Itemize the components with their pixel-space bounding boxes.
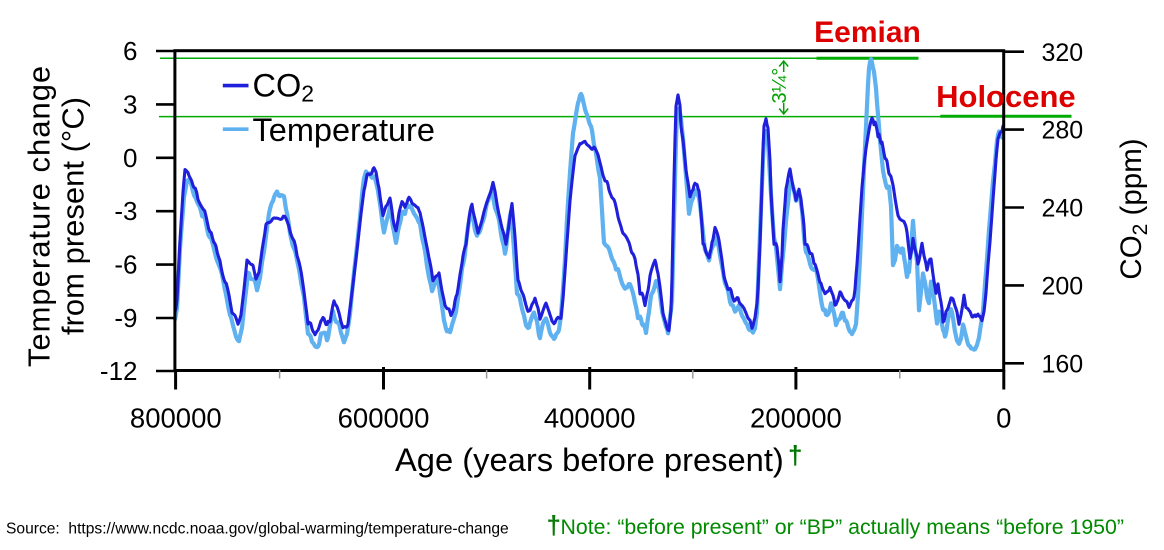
svg-text:-9: -9 bbox=[114, 303, 137, 333]
svg-text:200000: 200000 bbox=[750, 403, 842, 434]
svg-text:160: 160 bbox=[1042, 350, 1084, 378]
svg-text:3: 3 bbox=[123, 89, 137, 119]
svg-text:Source: https://www.ncdc.noaa: Source: https://www.ncdc.noaa.gov/global… bbox=[6, 521, 509, 538]
svg-text:Holocene: Holocene bbox=[936, 79, 1076, 114]
svg-text:240: 240 bbox=[1042, 195, 1084, 223]
svg-text:-12: -12 bbox=[100, 356, 138, 386]
svg-text:280: 280 bbox=[1042, 117, 1084, 145]
svg-text:800000: 800000 bbox=[130, 403, 222, 434]
svg-text:†: † bbox=[547, 510, 561, 540]
svg-text:Eemian: Eemian bbox=[814, 16, 921, 49]
svg-text:Temperature: Temperature bbox=[253, 112, 435, 148]
svg-text:Age (years before present): Age (years before present) bbox=[395, 441, 784, 478]
svg-text:-3: -3 bbox=[114, 196, 137, 226]
svg-text:6: 6 bbox=[123, 36, 137, 66]
svg-text:†: † bbox=[788, 440, 802, 470]
svg-text:-6: -6 bbox=[114, 250, 137, 280]
svg-text:400000: 400000 bbox=[544, 403, 636, 434]
svg-text:Note: “before present” or “BP”: Note: “before present” or “BP” actually … bbox=[561, 515, 1124, 539]
svg-text:600000: 600000 bbox=[338, 403, 430, 434]
svg-text:0: 0 bbox=[123, 143, 137, 173]
svg-text:3¼°: 3¼° bbox=[769, 68, 791, 104]
svg-text:Temperature change: Temperature change bbox=[22, 65, 57, 367]
svg-text:200: 200 bbox=[1042, 273, 1084, 301]
svg-text:from present (°C): from present (°C) bbox=[56, 97, 91, 335]
svg-text:0: 0 bbox=[996, 403, 1011, 434]
svg-text:CO2 (ppm): CO2 (ppm) bbox=[1115, 138, 1152, 279]
svg-text:320: 320 bbox=[1042, 39, 1084, 67]
